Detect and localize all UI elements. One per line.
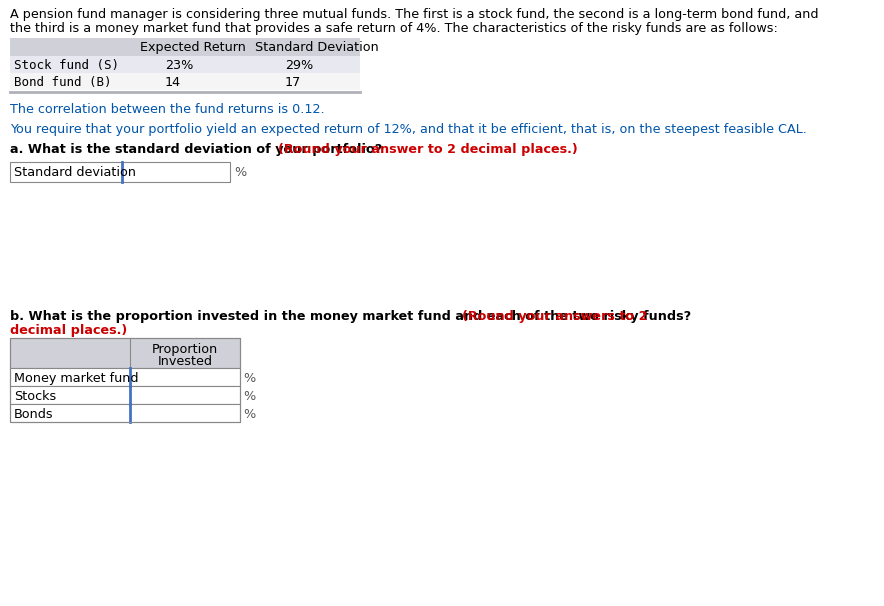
- Bar: [10, 73, 360, 90]
- Text: a. What is the standard deviation of your portfolio?: a. What is the standard deviation of you…: [10, 143, 387, 156]
- Bar: [10, 38, 360, 56]
- Text: 29%: 29%: [285, 59, 313, 72]
- Bar: [10, 56, 360, 73]
- Text: 14: 14: [165, 76, 181, 89]
- Text: Invested: Invested: [157, 355, 212, 368]
- Bar: [10, 338, 240, 422]
- Text: %: %: [243, 408, 255, 421]
- Text: Standard deviation: Standard deviation: [14, 166, 136, 179]
- Text: 17: 17: [285, 76, 301, 89]
- Bar: [10, 338, 240, 368]
- Text: %: %: [234, 166, 247, 179]
- Text: 23%: 23%: [165, 59, 194, 72]
- Text: Stock fund (S): Stock fund (S): [14, 59, 119, 72]
- Text: (Round your answer to 2 decimal places.): (Round your answer to 2 decimal places.): [278, 143, 578, 156]
- Text: Stocks: Stocks: [14, 390, 57, 403]
- Text: decimal places.): decimal places.): [10, 324, 127, 337]
- Bar: [10, 368, 240, 386]
- Bar: [10, 162, 230, 182]
- Text: The correlation between the fund returns is 0.12.: The correlation between the fund returns…: [10, 103, 324, 116]
- Text: the third is a money market fund that provides a safe return of 4%. The characte: the third is a money market fund that pr…: [10, 22, 778, 35]
- Text: Bonds: Bonds: [14, 408, 54, 421]
- Text: Bond fund (B): Bond fund (B): [14, 76, 111, 89]
- Text: Standard Deviation: Standard Deviation: [255, 41, 378, 54]
- Text: Money market fund: Money market fund: [14, 372, 139, 385]
- Text: (Round your answers to 2: (Round your answers to 2: [462, 310, 647, 323]
- Text: Expected Return: Expected Return: [140, 41, 246, 54]
- Text: %: %: [243, 390, 255, 403]
- Text: b. What is the proportion invested in the money market fund and each of the two : b. What is the proportion invested in th…: [10, 310, 696, 323]
- Text: You require that your portfolio yield an expected return of 12%, and that it be : You require that your portfolio yield an…: [10, 123, 807, 136]
- Text: %: %: [243, 372, 255, 385]
- Bar: [10, 386, 240, 404]
- Bar: [10, 404, 240, 422]
- Text: Proportion: Proportion: [152, 343, 218, 356]
- Text: A pension fund manager is considering three mutual funds. The first is a stock f: A pension fund manager is considering th…: [10, 8, 819, 21]
